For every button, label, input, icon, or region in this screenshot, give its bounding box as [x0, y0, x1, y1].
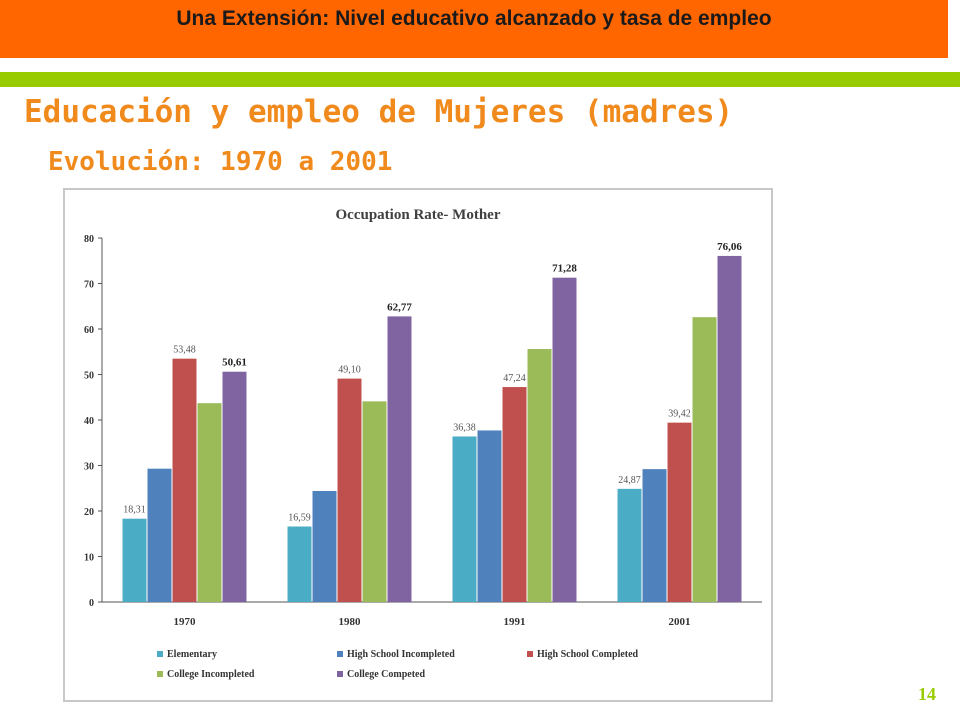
bar	[617, 488, 642, 602]
chart-title: Occupation Rate- Mother	[336, 207, 501, 223]
bar	[387, 316, 412, 602]
slide-title: Educación y empleo de Mujeres (madres)	[24, 94, 734, 130]
data-label: 49,10	[338, 365, 361, 376]
y-tick-label: 70	[84, 280, 94, 291]
x-tick-label: 1970	[174, 616, 197, 628]
x-tick-label: 1980	[339, 616, 362, 628]
header-bar	[0, 0, 948, 58]
y-tick-label: 30	[84, 462, 94, 473]
page-number: 14	[918, 684, 936, 704]
bar	[692, 317, 717, 602]
slide-subtitle: Evolución: 1970 a 2001	[48, 147, 393, 177]
bar	[717, 255, 742, 602]
legend-label: High School Incompleted	[347, 649, 455, 660]
legend-label: College Incompleted	[167, 669, 255, 680]
legend-swatch	[157, 651, 163, 657]
bar	[362, 401, 387, 602]
data-label: 71,28	[552, 263, 577, 275]
bar	[312, 490, 337, 602]
y-tick-label: 40	[84, 416, 94, 427]
data-label: 36,38	[453, 422, 476, 433]
data-label: 76,06	[717, 241, 742, 253]
chart-container: Occupation Rate- Mother 0 10 20 30 40 50 60 70 80…	[63, 188, 773, 702]
y-tick-label: 0	[89, 598, 94, 609]
legend-label: High School Completed	[537, 649, 639, 660]
header-title: Una Extensión: Nivel educativo alcanzado…	[176, 7, 772, 30]
bar	[172, 358, 197, 602]
bar	[477, 430, 502, 602]
data-label: 24,87	[618, 475, 641, 486]
bar	[452, 436, 477, 602]
bar	[527, 349, 552, 602]
x-tick-label: 1991	[504, 616, 526, 628]
bar	[287, 526, 312, 602]
legend-swatch	[337, 671, 343, 677]
y-tick-label: 80	[84, 234, 94, 245]
legend-label: Elementary	[167, 649, 217, 660]
y-tick-label: 60	[84, 325, 94, 336]
bar	[642, 469, 667, 602]
legend-swatch	[157, 671, 163, 677]
bar	[222, 371, 247, 602]
legend-swatch	[337, 651, 343, 657]
data-label: 53,48	[173, 345, 196, 356]
y-tick-label: 50	[84, 371, 94, 382]
bar	[122, 518, 147, 602]
bar	[502, 387, 527, 602]
data-label: 39,42	[668, 409, 691, 420]
bar-chart: Occupation Rate- Mother 0 10 20 30 40 50 60 70 80…	[84, 207, 762, 680]
data-label: 16,59	[288, 513, 311, 524]
y-tick-label: 20	[84, 507, 94, 518]
data-label: 47,24	[503, 373, 526, 384]
data-label: 50,61	[222, 357, 247, 369]
legend-label: College Competed	[347, 669, 425, 680]
data-label: 62,77	[387, 301, 412, 313]
data-label: 18,31	[123, 505, 146, 516]
legend-swatch	[527, 651, 533, 657]
bar	[197, 403, 222, 602]
bar	[667, 422, 692, 602]
x-tick-label: 2001	[669, 616, 691, 628]
bar	[337, 378, 362, 602]
bar	[552, 277, 577, 602]
y-tick-label: 10	[84, 553, 94, 564]
accent-band	[0, 72, 960, 87]
bar	[147, 468, 172, 602]
